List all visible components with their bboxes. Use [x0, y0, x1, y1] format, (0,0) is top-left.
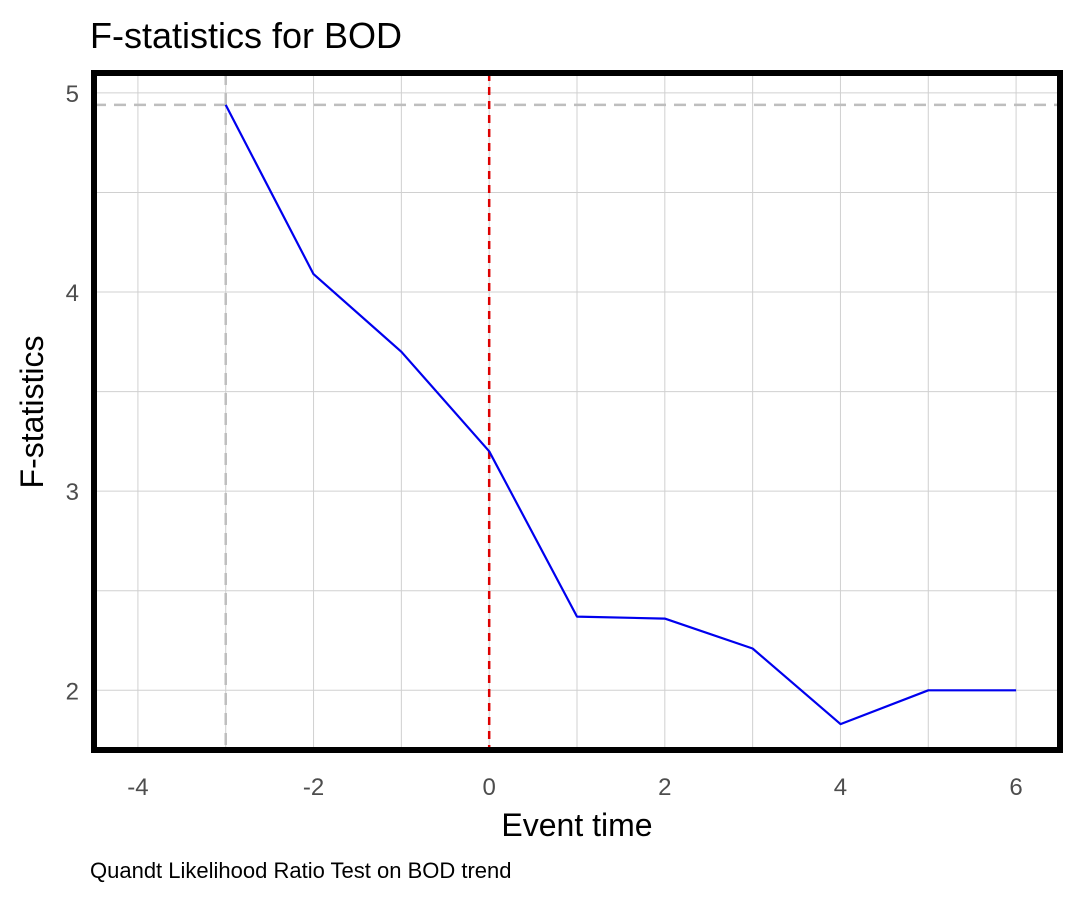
x-tick-label: -4	[127, 774, 148, 801]
y-axis-title: F-statistics	[14, 336, 50, 489]
y-tick-label: 2	[66, 678, 79, 705]
y-tick-label: 4	[66, 280, 79, 307]
chart-title: F-statistics for BOD	[90, 15, 402, 56]
x-tick-label: 2	[658, 774, 671, 801]
reference-lines	[94, 73, 1060, 750]
x-tick-labels: -4 -2 0 2 4 6	[127, 774, 1023, 801]
panel-border	[91, 70, 1063, 753]
chart-caption: Quandt Likelihood Ratio Test on BOD tren…	[90, 858, 512, 883]
x-tick-label: 0	[483, 774, 496, 801]
x-tick-label: 6	[1009, 774, 1022, 801]
y-tick-label: 3	[66, 479, 79, 506]
grid-lines	[94, 73, 1060, 750]
x-axis-title: Event time	[501, 807, 652, 843]
series-line	[224, 104, 1017, 726]
y-tick-label: 5	[66, 81, 79, 108]
x-tick-label: 4	[834, 774, 847, 801]
series-layer	[224, 104, 1017, 726]
y-tick-labels: 2 3 4 5	[66, 81, 79, 705]
x-tick-label: -2	[303, 774, 324, 801]
